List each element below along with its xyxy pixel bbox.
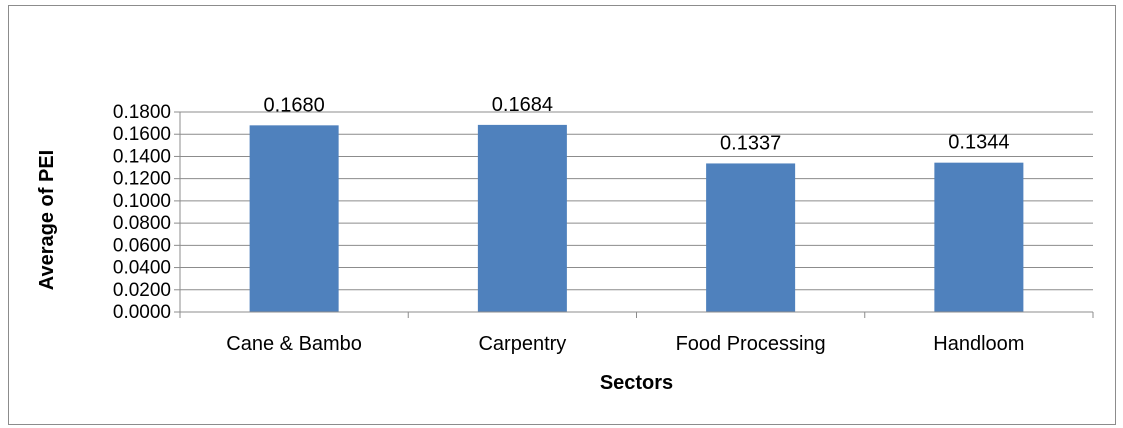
x-axis-title: Sectors	[600, 372, 673, 394]
x-category-label: Cane & Bambo	[226, 333, 362, 355]
y-tick-label: 0.0000	[113, 302, 171, 323]
x-category-label: Food Processing	[676, 333, 826, 355]
y-tick-label: 0.1600	[113, 124, 171, 145]
y-tick-label: 0.0600	[113, 235, 171, 256]
x-category-label: Handloom	[933, 333, 1024, 355]
bar	[934, 162, 1024, 312]
bar-chart: 0.00000.02000.04000.06000.08000.10000.12…	[36, 94, 1094, 394]
data-label: 0.1337	[720, 132, 781, 154]
y-tick-label: 0.0800	[113, 213, 171, 234]
y-axis-title: Average of PEI	[36, 150, 58, 290]
bar	[706, 163, 796, 312]
bar	[249, 125, 339, 312]
chart-frame: 0.0000 0.0200 0.0400 0.0600 0.0800 0.1000 0.12…	[8, 5, 1116, 425]
axes	[174, 111, 1094, 318]
y-tick-label: 0.1200	[113, 169, 171, 190]
labels: 0.00000.02000.04000.06000.08000.10000.12…	[113, 94, 1025, 355]
bars	[249, 124, 1024, 312]
x-category-label: Carpentry	[478, 333, 566, 355]
data-label: 0.1680	[264, 94, 325, 116]
y-tick-label: 0.1800	[113, 102, 171, 123]
data-label: 0.1684	[492, 94, 553, 116]
data-label: 0.1344	[948, 132, 1009, 154]
bar	[477, 124, 567, 312]
y-tick-label: 0.0400	[113, 258, 171, 279]
y-tick-label: 0.0200	[113, 280, 171, 301]
y-tick-label: 0.1400	[113, 146, 171, 167]
y-tick-label: 0.1000	[113, 191, 171, 212]
